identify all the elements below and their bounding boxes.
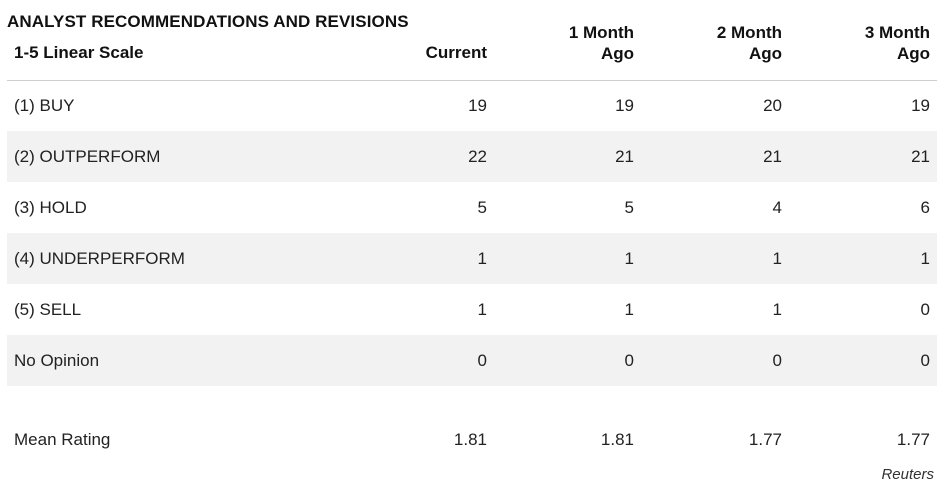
table-row-outperform: (2) OUTPERFORM 22 21 21 21 bbox=[7, 131, 937, 182]
row-value-1-month: 21 bbox=[615, 147, 634, 166]
mean-rating-row: Mean Rating 1.81 1.81 1.77 1.77 bbox=[7, 415, 937, 465]
row-label: (3) HOLD bbox=[14, 198, 87, 217]
row-value-3-month: 0 bbox=[920, 351, 930, 370]
row-value-1-month: 0 bbox=[624, 351, 634, 370]
row-label: (2) OUTPERFORM bbox=[14, 147, 161, 166]
header-2-month-ago: 2 Month Ago bbox=[717, 22, 782, 64]
header-current: Current bbox=[426, 42, 487, 63]
row-value-current: 5 bbox=[477, 198, 487, 217]
mean-value-current: 1.81 bbox=[453, 430, 487, 449]
row-value-1-month: 1 bbox=[624, 300, 634, 319]
row-label: No Opinion bbox=[14, 351, 100, 370]
row-value-1-month: 19 bbox=[615, 96, 634, 115]
row-value-3-month: 6 bbox=[920, 198, 930, 217]
header-3-month-ago: 3 Month Ago bbox=[865, 22, 930, 64]
row-value-2-month: 20 bbox=[763, 96, 782, 115]
row-value-2-month: 21 bbox=[763, 147, 782, 166]
row-value-current: 19 bbox=[468, 96, 487, 115]
row-value-2-month: 0 bbox=[772, 351, 782, 370]
source-credit: Reuters bbox=[881, 466, 934, 483]
header-scale-label: 1-5 Linear Scale bbox=[14, 43, 144, 62]
table-title: ANALYST RECOMMENDATIONS AND REVISIONS bbox=[7, 12, 409, 31]
table-body: (1) BUY 19 19 20 19 (2) OUTPERFORM 22 21… bbox=[7, 80, 937, 386]
header-3-month-line2: Ago bbox=[896, 44, 930, 63]
header-1-month-line2: Ago bbox=[600, 44, 634, 63]
row-value-current: 1 bbox=[477, 249, 487, 268]
mean-value-3-month: 1.77 bbox=[896, 430, 930, 449]
row-value-3-month: 1 bbox=[920, 249, 930, 268]
header-2-month-line2: Ago bbox=[748, 44, 782, 63]
header-1-month-line1: 1 Month bbox=[568, 23, 634, 42]
row-value-current: 1 bbox=[477, 300, 487, 319]
row-label: (4) UNDERPERFORM bbox=[14, 249, 185, 268]
row-value-1-month: 1 bbox=[624, 249, 634, 268]
row-value-2-month: 1 bbox=[772, 249, 782, 268]
mean-value-1-month: 1.81 bbox=[600, 430, 634, 449]
table-row-hold: (3) HOLD 5 5 4 6 bbox=[7, 182, 937, 233]
row-value-3-month: 0 bbox=[920, 300, 930, 319]
row-value-1-month: 5 bbox=[624, 198, 634, 217]
mean-value-2-month: 1.77 bbox=[748, 430, 782, 449]
table-row-buy: (1) BUY 19 19 20 19 bbox=[7, 80, 937, 131]
row-label: (1) BUY bbox=[14, 96, 75, 115]
row-value-3-month: 19 bbox=[911, 96, 930, 115]
header-3-month-line1: 3 Month bbox=[864, 23, 930, 42]
row-value-current: 22 bbox=[468, 147, 487, 166]
mean-rating-label: Mean Rating bbox=[14, 430, 111, 449]
row-value-2-month: 4 bbox=[772, 198, 782, 217]
row-value-2-month: 1 bbox=[772, 300, 782, 319]
table-header: 1-5 Linear Scale Current 1 Month Ago 2 M… bbox=[7, 20, 937, 81]
header-2-month-line1: 2 Month bbox=[716, 23, 782, 42]
row-label: (5) SELL bbox=[14, 300, 82, 319]
row-value-current: 0 bbox=[477, 351, 487, 370]
header-1-month-ago: 1 Month Ago bbox=[569, 22, 634, 64]
header-current-line1: Current bbox=[425, 43, 487, 62]
table-row-underperform: (4) UNDERPERFORM 1 1 1 1 bbox=[7, 233, 937, 284]
table-row-no-opinion: No Opinion 0 0 0 0 bbox=[7, 335, 937, 386]
table-row-sell: (5) SELL 1 1 1 0 bbox=[7, 284, 937, 335]
row-value-3-month: 21 bbox=[911, 147, 930, 166]
